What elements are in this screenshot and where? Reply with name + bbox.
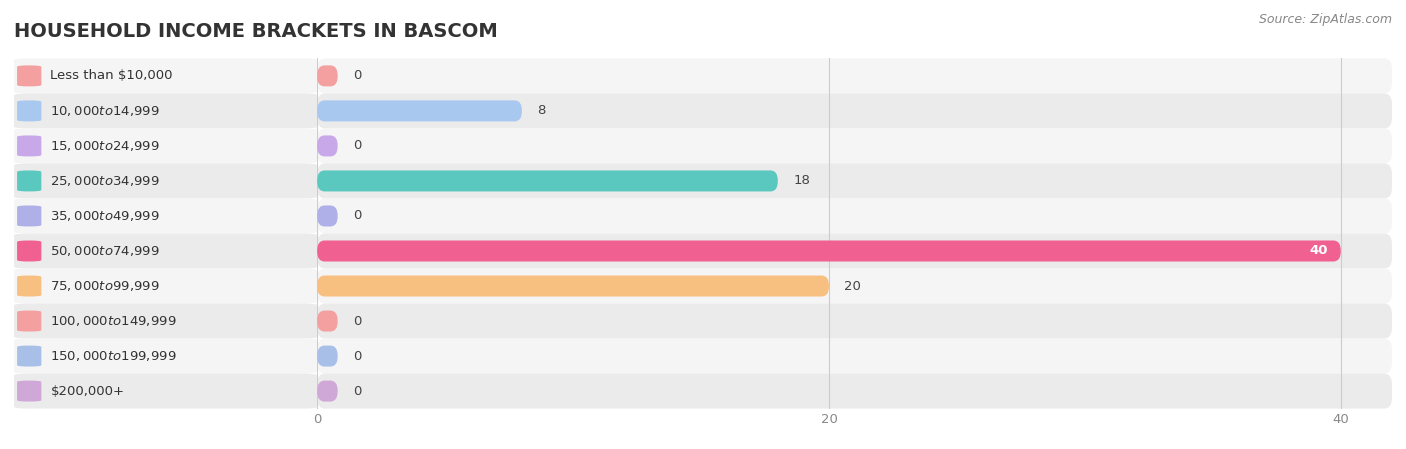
FancyBboxPatch shape [14,304,318,339]
Text: $35,000 to $49,999: $35,000 to $49,999 [51,209,160,223]
FancyBboxPatch shape [14,198,318,233]
FancyBboxPatch shape [318,269,1392,304]
Text: $75,000 to $99,999: $75,000 to $99,999 [51,279,160,293]
FancyBboxPatch shape [318,101,522,121]
FancyBboxPatch shape [14,58,318,93]
Text: 40: 40 [1309,245,1327,257]
FancyBboxPatch shape [318,198,1392,233]
FancyBboxPatch shape [318,339,1392,374]
FancyBboxPatch shape [318,311,337,331]
FancyBboxPatch shape [17,346,41,366]
FancyBboxPatch shape [318,136,337,156]
FancyBboxPatch shape [14,163,318,198]
FancyBboxPatch shape [318,163,1392,198]
Text: 0: 0 [353,140,361,152]
Text: 20: 20 [845,280,862,292]
Text: 0: 0 [353,385,361,397]
FancyBboxPatch shape [14,93,318,128]
FancyBboxPatch shape [318,276,830,296]
Text: $50,000 to $74,999: $50,000 to $74,999 [51,244,160,258]
Text: 0: 0 [353,315,361,327]
FancyBboxPatch shape [318,374,1392,409]
FancyBboxPatch shape [17,276,41,296]
FancyBboxPatch shape [14,128,318,163]
FancyBboxPatch shape [14,339,318,374]
FancyBboxPatch shape [17,66,41,86]
FancyBboxPatch shape [14,269,318,304]
Text: Source: ZipAtlas.com: Source: ZipAtlas.com [1258,13,1392,26]
FancyBboxPatch shape [318,381,337,401]
FancyBboxPatch shape [318,58,1392,93]
Text: 8: 8 [537,105,546,117]
FancyBboxPatch shape [14,374,318,409]
Text: Less than $10,000: Less than $10,000 [51,70,173,82]
Text: $10,000 to $14,999: $10,000 to $14,999 [51,104,160,118]
FancyBboxPatch shape [318,346,337,366]
FancyBboxPatch shape [318,66,337,86]
FancyBboxPatch shape [17,171,41,191]
FancyBboxPatch shape [17,311,41,331]
Text: $25,000 to $34,999: $25,000 to $34,999 [51,174,160,188]
FancyBboxPatch shape [17,241,41,261]
Text: HOUSEHOLD INCOME BRACKETS IN BASCOM: HOUSEHOLD INCOME BRACKETS IN BASCOM [14,22,498,41]
Text: $200,000+: $200,000+ [51,385,125,397]
FancyBboxPatch shape [318,171,778,191]
FancyBboxPatch shape [318,304,1392,339]
Text: 0: 0 [353,210,361,222]
Text: 0: 0 [353,350,361,362]
Text: $150,000 to $199,999: $150,000 to $199,999 [51,349,177,363]
Text: 18: 18 [793,175,810,187]
Text: $15,000 to $24,999: $15,000 to $24,999 [51,139,160,153]
FancyBboxPatch shape [318,206,337,226]
Text: $100,000 to $149,999: $100,000 to $149,999 [51,314,177,328]
FancyBboxPatch shape [17,101,41,121]
FancyBboxPatch shape [14,233,318,269]
FancyBboxPatch shape [318,241,1341,261]
Text: 0: 0 [353,70,361,82]
FancyBboxPatch shape [17,136,41,156]
FancyBboxPatch shape [318,128,1392,163]
FancyBboxPatch shape [318,93,1392,128]
FancyBboxPatch shape [318,233,1392,269]
FancyBboxPatch shape [17,206,41,226]
FancyBboxPatch shape [17,381,41,401]
